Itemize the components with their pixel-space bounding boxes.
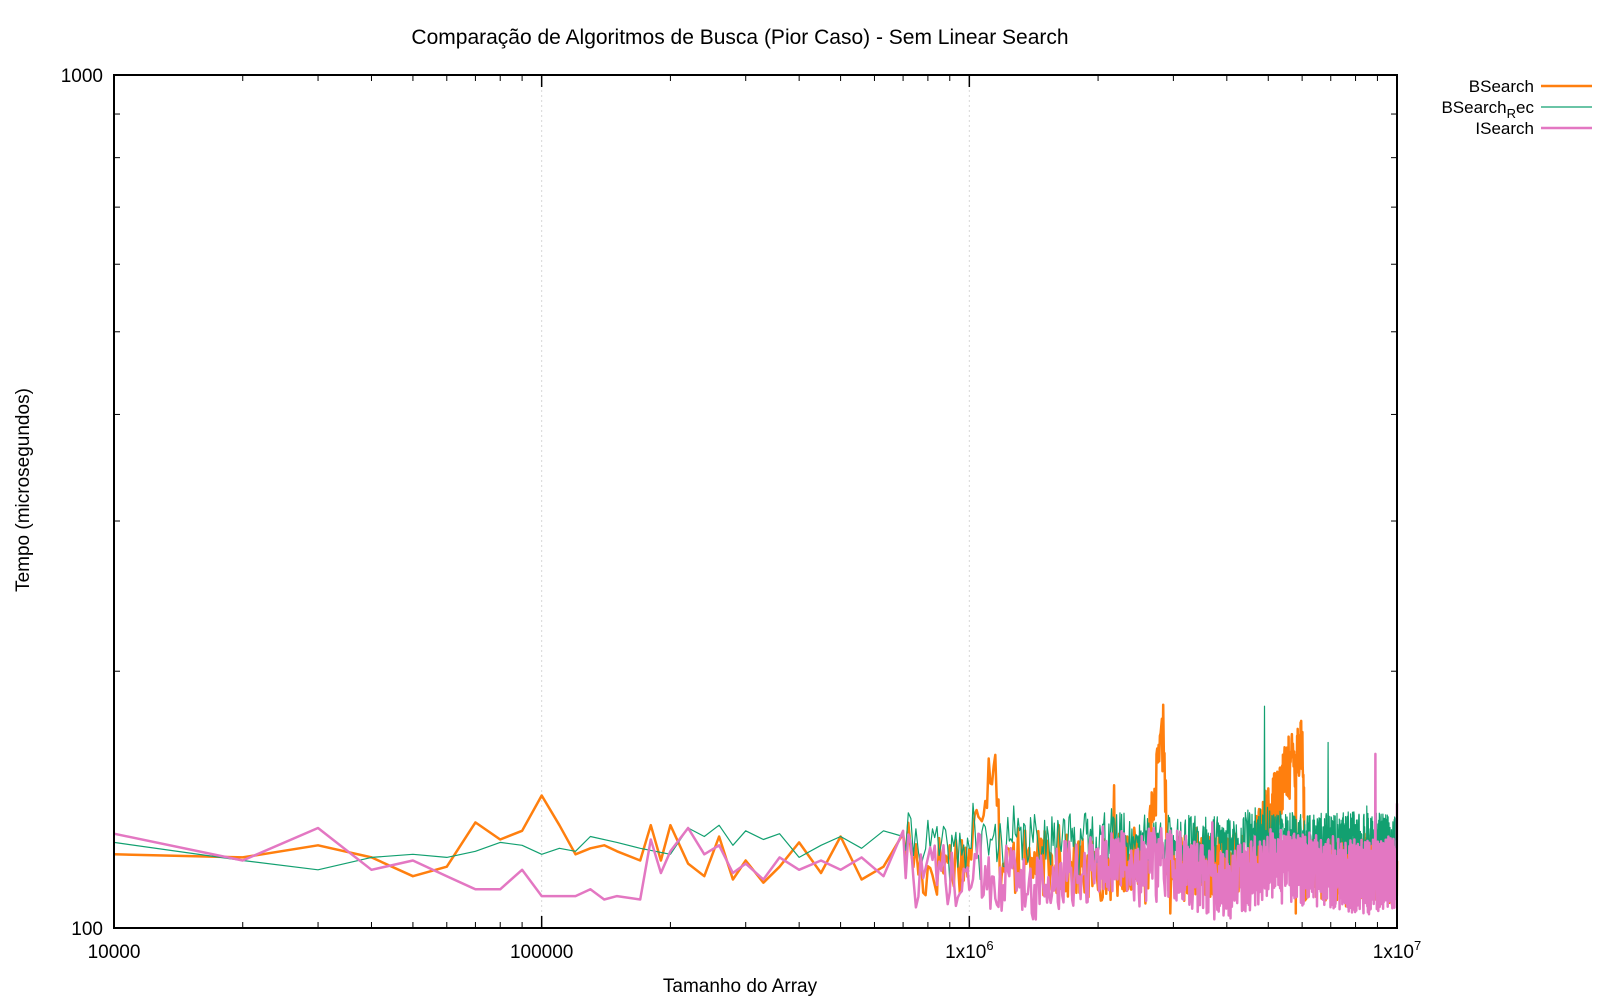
legend-label: BSearch [1469,77,1534,96]
plot-frame [113,74,1398,929]
x-tick-label: 1x106 [945,938,993,963]
chart-title: Comparação de Algoritmos de Busca (Pior … [411,26,1068,49]
series-line-isearch [113,752,1399,921]
y-axis-label: Tempo (microsegundos) [13,388,34,592]
x-axis-label: Tamanho do Array [663,976,818,997]
axis-ticks: 10000 100000 1x106 1x107 100 1000 [61,66,1422,963]
plot-area [113,703,1399,921]
x-tick-label: 100000 [510,942,573,963]
y-tick-label: 100 [71,919,103,940]
legend-label: ISearch [1475,119,1534,138]
x-tick-label: 1x107 [1373,938,1421,963]
grid-lines [541,75,970,928]
legend-label: BSearchRec [1441,98,1534,121]
x-tick-label: 10000 [88,942,141,963]
y-tick-label: 1000 [61,66,103,87]
